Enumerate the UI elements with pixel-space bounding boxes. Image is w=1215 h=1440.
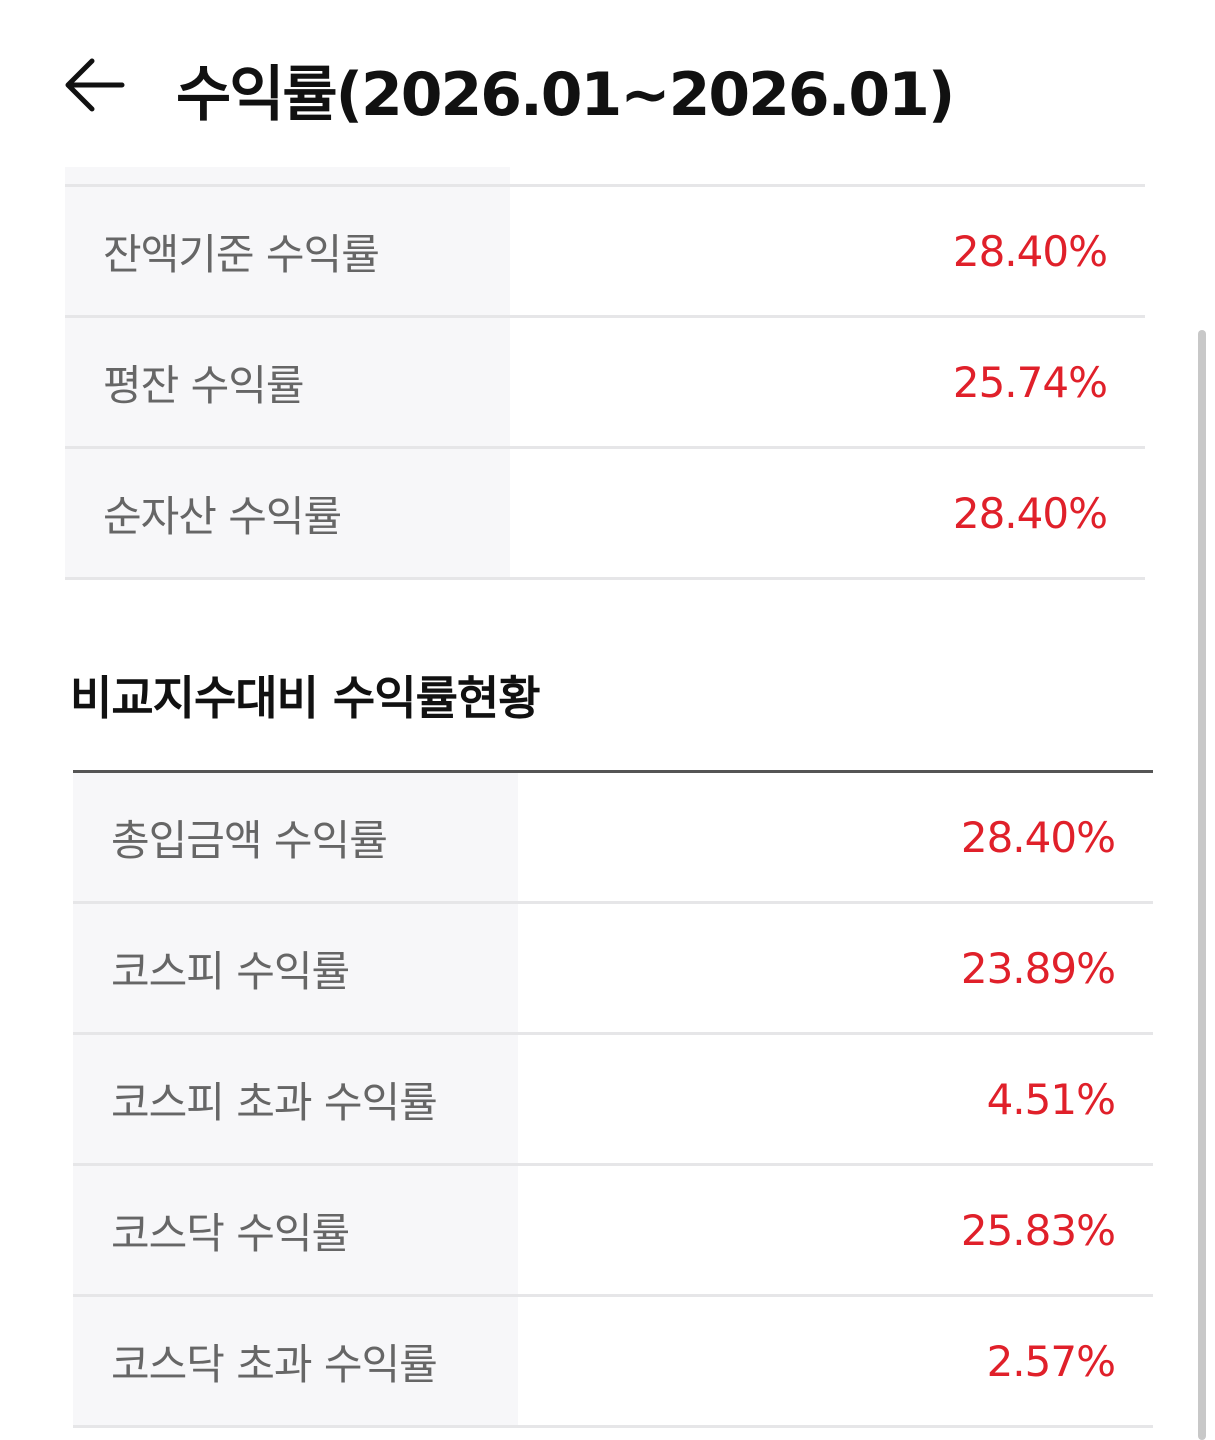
row-label: 코스피 수익률 xyxy=(73,904,518,1032)
row-value: 28.40% xyxy=(952,226,1108,276)
table-row: 코스닥 초과 수익률 2.57% xyxy=(73,1297,1153,1428)
table-row: 코스닥 수익률 25.83% xyxy=(73,1166,1153,1297)
row-label: 코스닥 초과 수익률 xyxy=(73,1297,518,1425)
row-label: 순자산 수익률 xyxy=(65,449,510,577)
arrow-left-icon xyxy=(65,58,125,112)
row-value: 2.57% xyxy=(986,1336,1116,1386)
table-row: 총입금액 수익률 28.40% xyxy=(73,773,1153,904)
row-value: 23.89% xyxy=(960,943,1116,993)
section-title: 비교지수대비 수익률현황 xyxy=(70,671,541,725)
scrollbar[interactable] xyxy=(1198,330,1206,1440)
row-value: 25.74% xyxy=(952,357,1108,407)
comparison-table: 총입금액 수익률 28.40% 코스피 수익률 23.89% 코스피 초과 수익률 4… xyxy=(73,770,1153,1428)
table-row: 코스피 수익률 23.89% xyxy=(73,904,1153,1035)
summary-table: 잔액기준 수익률 28.40% 평잔 수익률 25.74% 순자산 수익률 28.40… xyxy=(65,167,1145,580)
row-value: 4.51% xyxy=(986,1074,1116,1124)
page-title: 수익률(2026.01~2026.01) xyxy=(176,60,955,130)
table-row: 코스피 초과 수익률 4.51% xyxy=(73,1035,1153,1166)
row-value: 28.40% xyxy=(952,488,1108,538)
row-value: 25.83% xyxy=(960,1205,1116,1255)
row-value: 28.40% xyxy=(960,812,1116,862)
table-row: 순자산 수익률 28.40% xyxy=(65,449,1145,580)
row-label: 코스닥 수익률 xyxy=(73,1166,518,1294)
back-button[interactable] xyxy=(62,55,128,115)
row-label: 총입금액 수익률 xyxy=(73,773,518,901)
row-label: 코스피 초과 수익률 xyxy=(73,1035,518,1163)
row-label: 평잔 수익률 xyxy=(65,318,510,446)
row-label: 잔액기준 수익률 xyxy=(65,187,510,315)
table-row: 잔액기준 수익률 28.40% xyxy=(65,187,1145,318)
table-row: 평잔 수익률 25.74% xyxy=(65,318,1145,449)
header: 수익률(2026.01~2026.01) xyxy=(0,0,1215,160)
